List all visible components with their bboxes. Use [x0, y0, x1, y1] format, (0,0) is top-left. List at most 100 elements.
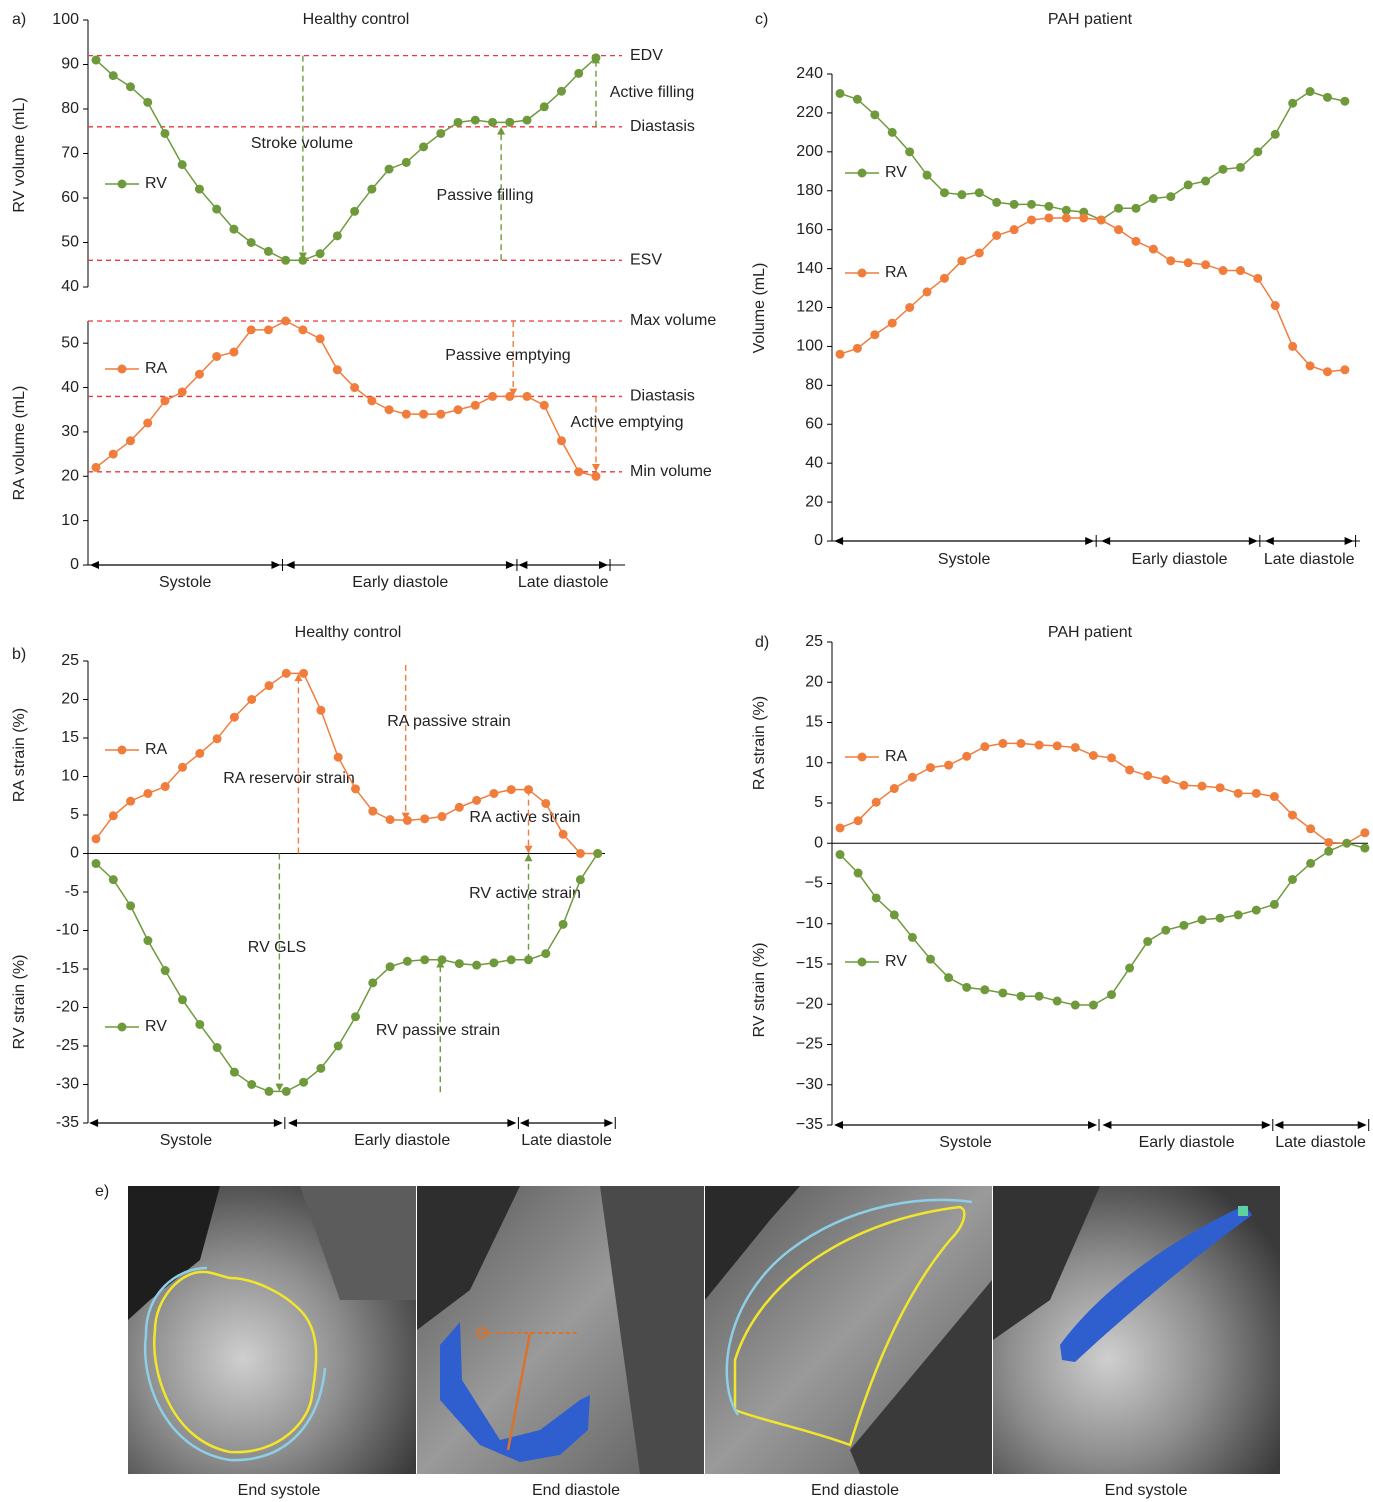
data-point [992, 231, 1001, 240]
data-point [926, 955, 935, 964]
data-point [230, 713, 239, 722]
data-point [923, 171, 932, 180]
data-point [923, 287, 932, 296]
annotation-label: RA reservoir strain [223, 770, 355, 787]
data-point [1216, 783, 1225, 792]
data-point [351, 784, 360, 793]
y-tick-label: 20 [61, 467, 79, 484]
data-point [455, 959, 464, 968]
y-tick-label: 5 [814, 794, 823, 811]
y-tick-label: 10 [61, 768, 79, 785]
data-point [872, 893, 881, 902]
series-line [840, 218, 1345, 372]
data-point [213, 734, 222, 743]
data-point [940, 188, 949, 197]
data-point [1114, 225, 1123, 234]
y-tick-label: 25 [805, 633, 823, 650]
chart-title: PAH patient [1048, 11, 1133, 28]
data-point [161, 966, 170, 975]
data-point [109, 811, 118, 820]
data-point [436, 410, 445, 419]
data-point [334, 753, 343, 762]
data-point [247, 238, 256, 247]
phase-arrow-head [90, 561, 99, 569]
data-point [576, 849, 585, 858]
data-point [455, 803, 464, 812]
data-point [1288, 811, 1297, 820]
data-point [92, 834, 101, 843]
data-point [195, 749, 204, 758]
data-point [975, 188, 984, 197]
data-point [126, 436, 135, 445]
legend-marker [118, 180, 127, 189]
data-point [126, 82, 135, 91]
data-point [472, 961, 481, 970]
data-point [419, 410, 428, 419]
data-point [92, 56, 101, 65]
data-point [1044, 213, 1053, 222]
data-point [975, 249, 984, 258]
data-point [454, 118, 463, 127]
data-point [1201, 260, 1210, 269]
data-point [908, 933, 917, 942]
data-point [1053, 997, 1062, 1006]
data-point [351, 1012, 360, 1021]
data-point [854, 869, 863, 878]
series-line [840, 843, 1365, 1005]
data-point [109, 71, 118, 80]
data-point [1149, 194, 1158, 203]
data-point [489, 789, 498, 798]
y-tick-label: −25 [796, 1036, 823, 1053]
data-point [559, 920, 568, 929]
y-axis-label: Volume (mL) [751, 263, 768, 354]
phase-arrow-head [507, 1119, 516, 1127]
y-tick-label: 20 [805, 493, 823, 510]
data-point [247, 695, 256, 704]
y-axis-label: RA volume (mL) [11, 386, 28, 501]
data-point [247, 325, 256, 334]
y-tick-label: 80 [805, 377, 823, 394]
legend-marker [118, 746, 127, 755]
data-point [1360, 828, 1369, 837]
phase-arrow-head [518, 561, 527, 569]
data-point [92, 463, 101, 472]
data-point [1288, 342, 1297, 351]
legend-label: RA [885, 748, 908, 765]
data-point [962, 752, 971, 761]
data-point [419, 142, 428, 151]
y-tick-label: 100 [52, 11, 79, 28]
y-tick-label: -5 [65, 883, 79, 900]
page: {"chart_data": [ {"type": "line", "label… [0, 0, 1373, 1502]
data-point [1035, 741, 1044, 750]
y-tick-label: 220 [796, 104, 823, 121]
data-point [908, 773, 917, 782]
y-tick-label: 30 [61, 423, 79, 440]
phase-arrow-head [1274, 1121, 1283, 1129]
y-tick-label: 20 [61, 691, 79, 708]
data-point [92, 859, 101, 868]
phase-arrow-head [599, 561, 608, 569]
panel-label: b) [12, 646, 26, 663]
legend-marker [858, 753, 867, 762]
y-tick-label: -20 [56, 999, 79, 1016]
data-point [1017, 992, 1026, 1001]
phase-arrow-head [1262, 1121, 1271, 1129]
image-caption: End diastole [811, 1482, 899, 1499]
series-line [840, 743, 1365, 843]
legend-label: RV [145, 175, 167, 192]
phase-label: Systole [939, 1134, 992, 1151]
y-tick-label: −5 [805, 875, 823, 892]
data-point [576, 875, 585, 884]
data-point [1306, 361, 1315, 370]
data-point [195, 185, 204, 194]
annotation-label: RA passive strain [387, 713, 511, 730]
legend-label: RA [145, 741, 168, 758]
y-tick-label: 0 [70, 556, 79, 573]
arrow-head [497, 127, 505, 135]
y-tick-label: 25 [61, 652, 79, 669]
phase-label: Late diastole [1264, 551, 1355, 568]
data-point [350, 383, 359, 392]
data-point [265, 1087, 274, 1096]
data-point [593, 849, 602, 858]
data-point [350, 207, 359, 216]
